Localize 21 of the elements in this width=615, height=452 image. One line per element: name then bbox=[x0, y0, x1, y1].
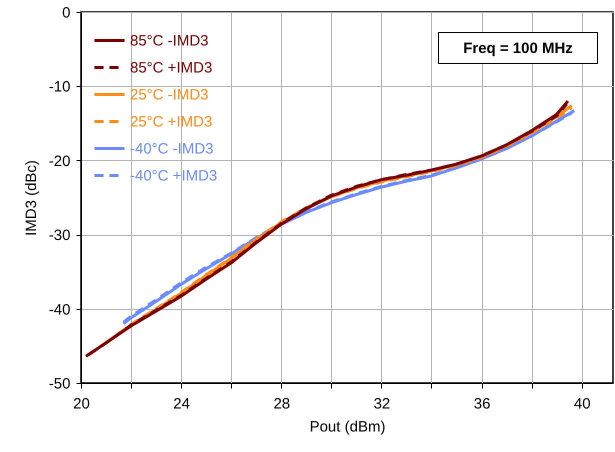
x-tick-label: 40 bbox=[574, 396, 591, 412]
x-axis-title: Pout (dBm) bbox=[310, 418, 386, 436]
text-box: Freq = 100 MHz bbox=[438, 32, 598, 64]
x-tick-label: 36 bbox=[474, 396, 490, 412]
x-tick-label: 32 bbox=[374, 396, 390, 412]
y-axis-title: IMD3 (dBc) bbox=[22, 160, 40, 236]
y-tick-label: 0 bbox=[62, 4, 70, 22]
legend-label: 85°C -IMD3 bbox=[130, 32, 209, 50]
legend-label: -40°C -IMD3 bbox=[130, 140, 214, 158]
legend-label: 25°C -IMD3 bbox=[130, 86, 209, 104]
legend-label: 85°C +IMD3 bbox=[130, 60, 212, 76]
legend-label: -40°C +IMD3 bbox=[130, 168, 218, 184]
x-tick-label: 20 bbox=[73, 396, 90, 412]
y-tick-label: -10 bbox=[48, 78, 70, 96]
legend-label: 25°C +IMD3 bbox=[130, 114, 212, 130]
y-tick-label: -40 bbox=[48, 301, 70, 318]
x-tick-label: 28 bbox=[273, 396, 290, 412]
y-tick-label: -30 bbox=[48, 227, 70, 244]
x-tick-label: 24 bbox=[173, 396, 190, 412]
y-tick-label: -50 bbox=[48, 376, 70, 392]
y-tick-label: -20 bbox=[48, 152, 70, 170]
